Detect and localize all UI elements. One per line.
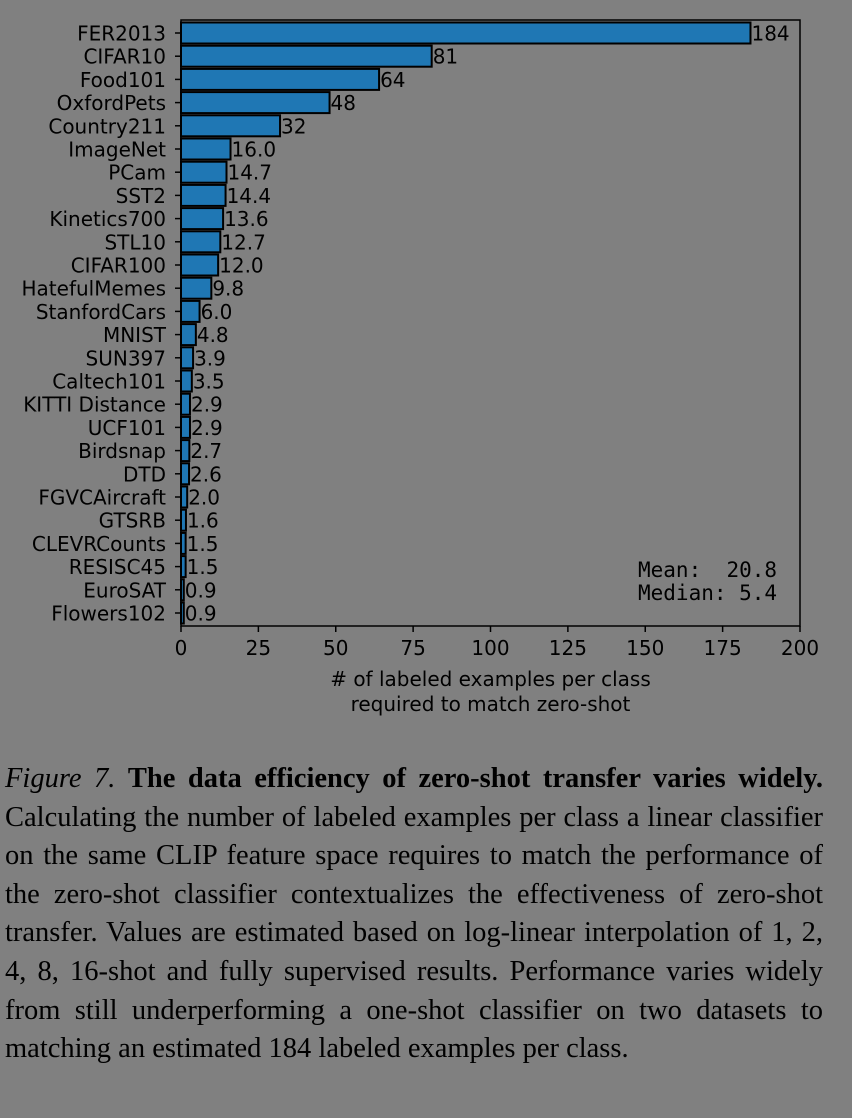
bar	[180, 346, 195, 370]
bar-value-label: 3.9	[194, 346, 226, 370]
bar-value-label: 2.0	[188, 486, 220, 510]
bar	[180, 299, 201, 323]
bar-value-label: 14.7	[227, 161, 272, 185]
bar	[180, 207, 225, 231]
bar	[180, 415, 191, 439]
x-axis-label-line2: required to match zero-shot	[351, 692, 631, 716]
bar-value-label: 48	[331, 91, 356, 115]
bar-value-label: 2.6	[190, 462, 222, 486]
category-label: OxfordPets	[57, 91, 166, 115]
bar-value-label: 1.5	[187, 532, 219, 556]
category-label: GTSRB	[99, 509, 166, 533]
category-label: MNIST	[103, 323, 167, 347]
x-tick-label: 100	[471, 636, 509, 660]
category-label: HatefulMemes	[22, 277, 166, 301]
x-tick-label: 150	[626, 636, 664, 660]
bar-value-label: 13.6	[224, 207, 269, 231]
category-label: PCam	[108, 161, 166, 185]
x-axis-label-line1: # of labeled examples per class	[330, 667, 651, 691]
category-label: CIFAR10	[83, 45, 166, 69]
stats-mean: Mean: 20.8	[638, 558, 777, 582]
category-label: KITTI Distance	[23, 393, 166, 417]
x-tick-label: 75	[400, 636, 425, 660]
bar	[180, 160, 228, 184]
bar-value-label: 1.5	[187, 555, 219, 579]
bar-value-label: 6.0	[201, 300, 233, 324]
bar-value-label: 184	[751, 22, 789, 46]
bar-value-label: 81	[433, 45, 458, 69]
bar-value-label: 12.0	[219, 254, 264, 278]
bar	[180, 183, 227, 207]
figure-caption: Figure 7. The data efficiency of zero-sh…	[5, 760, 823, 1069]
category-label: DTD	[123, 462, 166, 486]
bar-value-label: 64	[380, 68, 405, 92]
figure-title: The data efficiency of zero-shot transfe…	[127, 763, 823, 794]
category-label: Food101	[80, 68, 166, 92]
bar-value-label: 3.5	[193, 370, 225, 394]
bar-value-label: 14.4	[227, 184, 272, 208]
bar-value-label: 32	[281, 114, 306, 138]
x-tick-label: 0	[175, 636, 188, 660]
figure-label: Figure 7.	[5, 763, 116, 794]
bar	[180, 439, 191, 463]
bar-value-label: 2.9	[191, 393, 223, 417]
category-label: Kinetics700	[49, 207, 166, 231]
x-tick-label: 125	[549, 636, 587, 660]
x-tick-label: 25	[246, 636, 271, 660]
category-label: Country211	[48, 114, 166, 138]
figure-caption-body: Calculating the number of labeled exampl…	[5, 801, 823, 1065]
bar	[180, 67, 381, 91]
stats-median: Median: 5.4	[638, 581, 777, 605]
bar-value-label: 4.8	[197, 323, 229, 347]
bar-value-label: 0.9	[185, 602, 217, 626]
category-label: Caltech101	[52, 370, 166, 394]
bar-value-label: 9.8	[212, 277, 244, 301]
category-label: UCF101	[88, 416, 166, 440]
bar	[180, 21, 752, 45]
bar	[180, 392, 191, 416]
bar	[180, 230, 222, 254]
category-label: CLEVRCounts	[32, 532, 166, 556]
category-label: FER2013	[77, 22, 166, 46]
category-label: Birdsnap	[78, 439, 166, 463]
category-label: SST2	[116, 184, 166, 208]
bar-value-label: 1.6	[187, 509, 219, 533]
x-tick-label: 200	[781, 636, 819, 660]
bar	[180, 485, 189, 509]
x-tick-label: 50	[323, 636, 348, 660]
category-label: RESISC45	[69, 555, 166, 579]
bar	[180, 137, 232, 161]
bar	[180, 369, 193, 393]
bar	[180, 276, 213, 300]
category-label: FGVCAircraft	[38, 486, 166, 510]
bar	[180, 114, 282, 138]
bar	[180, 323, 197, 347]
category-label: CIFAR100	[71, 254, 166, 278]
category-label: ImageNet	[68, 138, 166, 162]
bar-chart: 184 FER2013 81 CIFAR10 64 Food101 48 OxfordPets…	[22, 19, 819, 716]
category-label: SUN397	[86, 346, 166, 370]
bar-value-label: 0.9	[185, 578, 217, 602]
bar-value-label: 2.7	[190, 439, 222, 463]
category-label: StanfordCars	[36, 300, 166, 324]
category-label: Flowers102	[51, 602, 166, 626]
bar-value-label: 16.0	[232, 138, 277, 162]
bar-value-label: 2.9	[191, 416, 223, 440]
x-tick-label: 175	[704, 636, 742, 660]
category-label: STL10	[104, 230, 166, 254]
category-label: EuroSAT	[83, 578, 167, 602]
bar	[180, 91, 331, 115]
bar-value-label: 12.7	[221, 230, 266, 254]
bar	[180, 44, 433, 68]
bar	[180, 462, 191, 486]
bar	[180, 253, 220, 277]
